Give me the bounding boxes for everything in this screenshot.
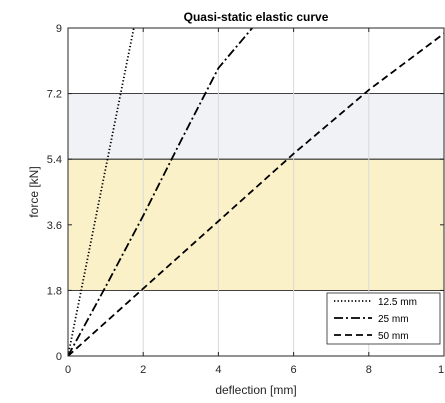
chart-title: Quasi-static elastic curve	[184, 10, 329, 24]
x-tick-label: 0	[65, 364, 71, 376]
x-tick-label: 1	[438, 364, 444, 376]
legend-label-50mm: 50 mm	[378, 331, 409, 342]
shaded-band-1	[68, 93, 444, 160]
y-tick-label: 3.6	[47, 220, 62, 232]
y-tick-label: 7.2	[47, 89, 62, 101]
y-axis-label: force [kN]	[27, 166, 41, 217]
shaded-band-0	[68, 159, 444, 291]
plot-frame	[67, 27, 445, 357]
x-tick-label: 2	[140, 364, 146, 376]
x-tick-label: 6	[291, 364, 297, 376]
y-tick-label: 0	[56, 351, 62, 363]
bands-layer	[68, 93, 444, 291]
y-tick-label: 1.8	[47, 285, 62, 297]
legend-label-25mm: 25 mm	[378, 314, 409, 325]
y-tick-label: 9	[56, 23, 62, 35]
y-tick-label: 5.4	[47, 154, 62, 166]
legend: 12.5 mm 25 mm 50 mm	[326, 292, 441, 345]
x-tick-label: 8	[366, 364, 372, 376]
ticks-layer: 0 2 4 6 8 101.83.65.47.29	[47, 23, 445, 376]
x-axis-label: deflection [mm]	[215, 383, 296, 397]
x-tick-label: 4	[215, 364, 221, 376]
legend-label-12-5mm: 12.5 mm	[378, 297, 417, 308]
